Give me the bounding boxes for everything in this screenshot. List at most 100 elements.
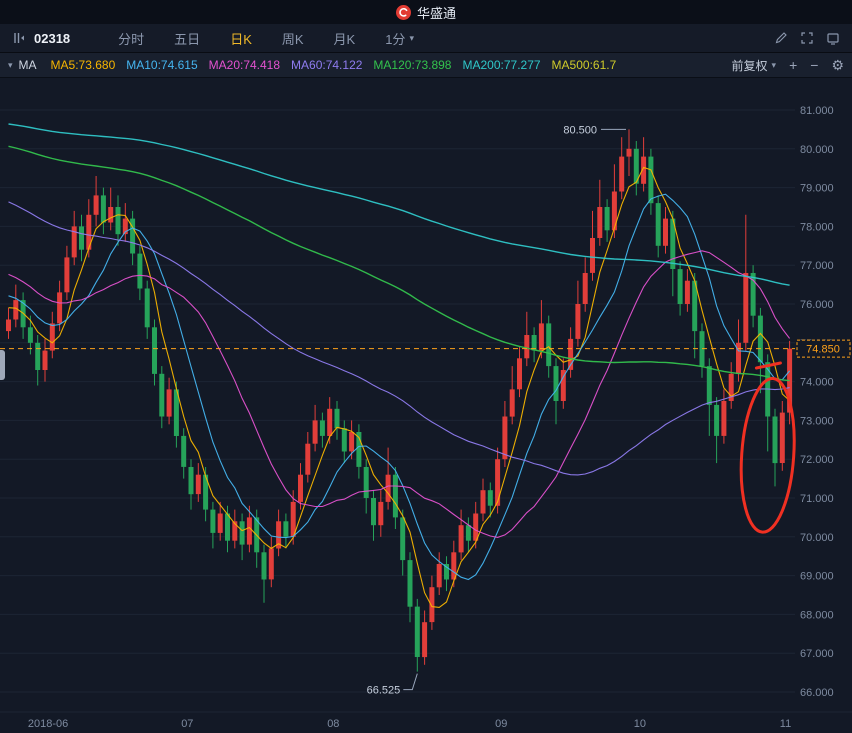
annotation-ellipse [739,376,796,534]
candle-body [385,474,391,502]
candle-body [509,389,515,417]
ma-legend-item: MA20:74.418 [208,58,281,72]
tab-weekly-k[interactable]: 周K [281,31,304,47]
draw-tool-icon[interactable] [774,31,788,45]
candle-body [677,269,683,304]
period-tabs: 分时 五日 日K 周K 月K [118,29,355,48]
candle-body [706,366,712,405]
y-axis-label: 70.000 [800,532,834,544]
candle-body [152,327,157,374]
candle-body [203,474,209,510]
candle-body [276,521,282,549]
y-axis-label: 72.000 [800,454,834,466]
ma-line-20 [8,250,791,538]
tab-minute-line[interactable]: 分时 [118,31,145,47]
y-axis-label: 76.000 [800,299,834,311]
chevron-down-icon: ▾ [409,32,414,43]
fullscreen-icon[interactable] [826,31,840,45]
sidebar-toggle-icon[interactable] [12,31,26,45]
candle-body [414,606,420,657]
y-axis-label: 74.000 [800,377,834,389]
candle-body [465,525,471,541]
indicator-bar: ▾ MA MA5:73.680 MA10:74.615 MA20:74.418 MA6… [0,53,852,78]
candle-body [100,195,106,223]
candle-body [502,416,508,460]
candle-body [736,342,741,374]
ma-line-5 [8,166,790,608]
y-axis-label: 73.000 [800,415,834,427]
candle-body [422,622,428,658]
kline-chart-canvas[interactable]: 81.00080.00079.00078.00077.00076.00075.0… [0,78,852,733]
ma-legend: MA5:73.680 MA10:74.615 MA20:74.418 MA60:74.… [51,58,617,72]
candle-body [312,420,318,444]
app-title: 华盛通 [416,5,456,21]
candle-body [750,273,756,316]
adjust-mode-label: 前复权 [731,58,768,73]
tab-monthly-k[interactable]: 月K [333,31,356,47]
candle-body [195,474,201,495]
candle-body [436,564,442,588]
candle-body [130,218,136,254]
settings-gear-icon[interactable]: ⚙ [831,57,844,73]
candle-body [531,335,537,351]
candle-body [444,564,449,580]
candle-body [473,513,479,541]
candle-body [181,435,187,467]
candle-body [611,191,617,231]
maximize-icon[interactable] [800,31,814,45]
candle-body [305,443,311,475]
y-axis-label: 81.000 [800,105,834,117]
candle-body [64,257,70,293]
ma-legend-item: MA500:61.7 [551,58,617,72]
x-axis-label: 2018-06 [28,718,68,730]
candle-body [641,156,647,184]
candle-body [137,253,143,289]
ma-legend-item: MA10:74.615 [126,58,198,72]
adjust-mode-dropdown[interactable]: 前复权 ▾ [732,57,777,74]
candle-body [538,323,544,351]
drawing-panel-handle[interactable] [0,350,5,380]
y-axis-label: 69.000 [800,571,834,583]
x-axis-label: 11 [780,718,791,730]
candle-body [363,467,369,498]
chart-toolbar: 02318 分时 五日 日K 周K 月K 1分 ▾ [0,24,852,53]
candle-body [757,315,763,363]
candle-body [721,401,727,436]
candle-body [93,195,99,215]
minute-period-dropdown[interactable]: 1分 ▾ [385,29,414,48]
candle-body [582,273,588,304]
current-price-label: 74.850 [806,344,840,356]
indicator-name[interactable]: MA [18,58,37,72]
indicator-collapse-icon[interactable]: ▾ [8,59,13,70]
candle-body [115,207,121,235]
candle-body [590,238,595,273]
tab-daily-k[interactable]: 日K [230,31,252,47]
zoom-in-icon[interactable]: + [789,57,798,73]
x-axis-label: 08 [327,718,339,730]
candle-body [159,373,165,417]
candle-body [495,459,501,506]
candle-body [670,218,676,269]
candle-body [239,521,245,545]
candle-body [166,389,172,417]
candle-body [619,156,625,192]
candle-body [480,490,486,514]
x-axis-label: 10 [634,718,646,730]
y-axis-label: 78.000 [800,221,834,233]
candle-body [597,207,603,238]
candle-body [144,288,150,328]
candle-body [327,408,333,436]
candle-body [356,432,362,467]
candle-body [334,408,340,429]
candle-body [517,358,522,390]
zoom-out-icon[interactable]: − [810,57,819,73]
candle-body [290,501,296,537]
candle-body [575,304,581,339]
candle-body [261,552,267,580]
candle-body [188,467,194,495]
candle-body [560,370,566,401]
tab-five-day[interactable]: 五日 [174,31,201,47]
candle-body [633,148,639,184]
high-price-label: 80.500 [563,124,597,136]
candle-body [487,490,493,506]
